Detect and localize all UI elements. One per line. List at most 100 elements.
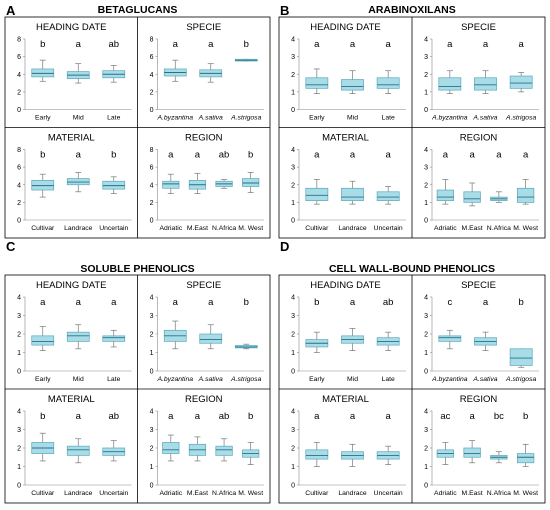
x-tick-label: M.East (462, 490, 483, 497)
y-tick-label: 0 (150, 218, 154, 225)
box-iqr (341, 79, 364, 91)
significance-letter: b (40, 411, 45, 422)
subplot-title: REGION (460, 133, 498, 144)
subplot-specie: SPECIE 0 1 2 3 4 a A.byzantina a A.sativa a A.strig… (424, 22, 539, 122)
box-late: ab Late (376, 297, 400, 383)
significance-letter: ab (108, 411, 119, 422)
y-tick-label: 0 (424, 483, 428, 490)
x-tick-label: A.sativa (198, 115, 223, 122)
y-tick-label: 2 (150, 332, 154, 339)
box-cultivar: b Cultivar (31, 411, 55, 497)
y-tick-label: 0 (291, 483, 295, 490)
y-tick-label: 0 (17, 218, 21, 225)
y-tick-label: 2 (291, 332, 295, 339)
significance-letter: a (195, 411, 201, 422)
y-tick-label: 2 (291, 446, 295, 453)
y-tick-label: 6 (17, 165, 21, 172)
y-tick-label: 4 (291, 409, 295, 416)
panel-c: C SOLUBLE PHENOLICS HEADING DATE 0 1 2 3 4 a Earl… (4, 239, 271, 504)
y-tick-label: 2 (17, 200, 21, 207)
box-m-west: a M. West (513, 150, 538, 233)
y-tick-label: 4 (150, 295, 154, 302)
box-m-west: b M. West (238, 411, 263, 497)
box-iqr (305, 77, 329, 89)
significance-letter: a (469, 150, 475, 161)
significance-letter: a (483, 39, 489, 50)
y-tick-label: 4 (150, 182, 154, 189)
significance-letter: a (208, 39, 214, 50)
y-tick-label: 2 (150, 200, 154, 207)
x-tick-label: A.byzantina (431, 115, 468, 122)
y-tick-label: 6 (17, 54, 21, 61)
y-tick-label: 4 (291, 37, 295, 44)
x-tick-label: A.strigosa (505, 115, 536, 122)
y-tick-label: 0 (291, 369, 295, 376)
x-tick-label: Early (35, 376, 51, 383)
significance-letter: ab (219, 411, 230, 422)
box-iqr (305, 187, 329, 201)
significance-letter: a (350, 150, 356, 161)
x-tick-label: M. West (238, 490, 263, 497)
significance-letter: b (244, 297, 249, 308)
subplot-title: REGION (185, 394, 223, 405)
y-tick-label: 1 (291, 89, 295, 96)
y-tick-label: 3 (150, 313, 154, 320)
box-mid: a Mid (66, 297, 90, 383)
y-tick-label: 3 (291, 313, 295, 320)
y-tick-label: 2 (424, 72, 428, 79)
subplot-region: REGION 0 1 2 3 4 ac Adriatic a M.East bc N.Africa b M… (424, 394, 539, 497)
box-a-strigosa: b A.strigosa (230, 297, 261, 383)
panel-d: D CELL WALL-BOUND PHENOLICS HEADING DATE 0 1… (278, 239, 546, 504)
subplot-title: HEADING DATE (36, 22, 107, 33)
subplot-title: MATERIAL (48, 394, 95, 405)
box-early: a Early (31, 297, 55, 383)
x-tick-label: M.East (187, 225, 208, 232)
box-iqr (376, 191, 400, 201)
box-iqr (31, 335, 55, 346)
significance-letter: b (519, 297, 524, 308)
subplot-title: MATERIAL (322, 133, 369, 144)
x-tick-label: Adriatic (159, 490, 182, 497)
x-tick-label: Early (309, 115, 325, 122)
significance-letter: a (523, 150, 529, 161)
subplot-heading-date: HEADING DATE 0 1 2 3 4 b Early a Mid ab Late (291, 280, 406, 383)
significance-letter: ab (383, 297, 394, 308)
x-tick-label: A.byzantina (156, 376, 193, 383)
panel-b: B ARABINOXILANS HEADING DATE 0 1 2 3 4 a Early a Mi… (278, 3, 546, 239)
subplot-title: HEADING DATE (36, 280, 107, 291)
y-tick-label: 1 (291, 464, 295, 471)
significance-letter: a (195, 150, 201, 161)
box-cultivar: a Cultivar (305, 150, 329, 233)
box-uncertain: a Uncertain (374, 150, 403, 233)
y-tick-label: 8 (17, 147, 21, 154)
y-tick-label: 0 (424, 218, 428, 225)
y-tick-label: 4 (424, 37, 428, 44)
x-tick-label: A.strigosa (505, 376, 536, 383)
x-tick-label: Landrace (338, 490, 367, 497)
subplot-specie: SPECIE 0 1 2 3 4 a A.byzantina a A.sativa b A.strig… (150, 280, 264, 383)
box-n-africa: ab N.Africa (212, 150, 236, 233)
significance-letter: a (386, 150, 392, 161)
significance-letter: a (76, 297, 82, 308)
box-a-byzantina: c A.byzantina (431, 297, 468, 383)
x-tick-label: A.strigosa (230, 115, 261, 122)
significance-letter: a (350, 297, 356, 308)
y-tick-label: 0 (17, 369, 21, 376)
panel-title: ARABINOXILANS (368, 4, 456, 16)
subplot-title: MATERIAL (322, 394, 369, 405)
significance-letter: b (40, 150, 45, 161)
significance-letter: a (314, 411, 320, 422)
box-a-sativa: a A.sativa (198, 39, 223, 122)
x-tick-label: Cultivar (305, 225, 329, 232)
y-tick-label: 4 (17, 182, 21, 189)
x-tick-label: Cultivar (305, 490, 329, 497)
x-tick-label: Adriatic (159, 225, 182, 232)
subplot-heading-date: HEADING DATE 0 1 2 3 4 a Early a Mid a Late (17, 280, 132, 383)
significance-letter: a (469, 411, 475, 422)
box-early: b Early (31, 39, 55, 122)
x-tick-label: N.Africa (487, 225, 511, 232)
x-tick-label: M.East (187, 490, 208, 497)
y-tick-label: 4 (150, 409, 154, 416)
x-tick-label: Cultivar (31, 225, 55, 232)
subplot-material: MATERIAL 0 1 2 3 4 a Cultivar a Landrace a Uncertai… (291, 133, 406, 233)
